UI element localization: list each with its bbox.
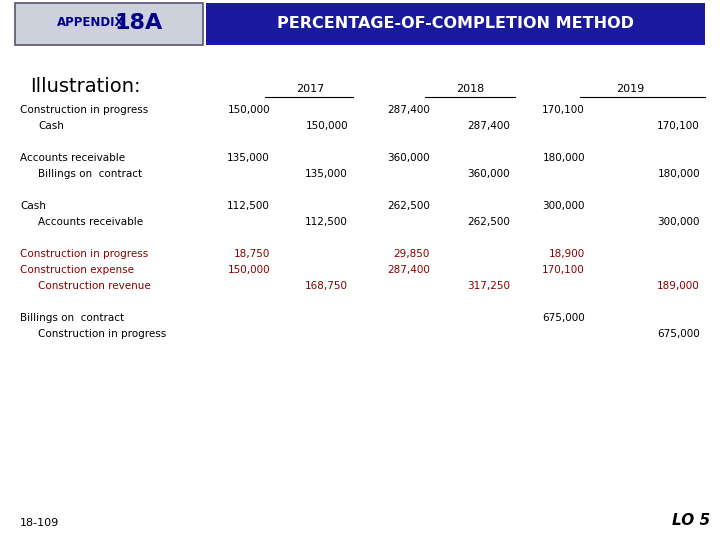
Text: 262,500: 262,500 (387, 201, 430, 211)
Text: 2017: 2017 (296, 84, 324, 94)
Text: 135,000: 135,000 (228, 153, 270, 163)
Text: 2018: 2018 (456, 84, 484, 94)
Text: 150,000: 150,000 (228, 105, 270, 115)
Text: 675,000: 675,000 (657, 329, 700, 339)
Text: 317,250: 317,250 (467, 281, 510, 291)
Text: 170,100: 170,100 (657, 121, 700, 131)
Text: 29,850: 29,850 (394, 249, 430, 259)
Text: 287,400: 287,400 (467, 121, 510, 131)
Text: 170,100: 170,100 (542, 265, 585, 275)
Text: 150,000: 150,000 (305, 121, 348, 131)
Text: Illustration:: Illustration: (30, 77, 140, 96)
Text: 189,000: 189,000 (657, 281, 700, 291)
Text: Construction in progress: Construction in progress (38, 329, 166, 339)
Text: APPENDIX: APPENDIX (58, 17, 125, 30)
Text: 180,000: 180,000 (542, 153, 585, 163)
Text: 2019: 2019 (616, 84, 644, 94)
Text: Billings on  contract: Billings on contract (38, 169, 142, 179)
Text: Accounts receivable: Accounts receivable (20, 153, 125, 163)
Text: Accounts receivable: Accounts receivable (38, 217, 143, 227)
Text: 135,000: 135,000 (305, 169, 348, 179)
Text: 262,500: 262,500 (467, 217, 510, 227)
Text: 168,750: 168,750 (305, 281, 348, 291)
Text: Construction in progress: Construction in progress (20, 105, 148, 115)
Text: 112,500: 112,500 (305, 217, 348, 227)
Text: 18,900: 18,900 (549, 249, 585, 259)
Text: 112,500: 112,500 (227, 201, 270, 211)
Text: 287,400: 287,400 (387, 105, 430, 115)
Text: Construction in progress: Construction in progress (20, 249, 148, 259)
Text: PERCENTAGE-OF-COMPLETION METHOD: PERCENTAGE-OF-COMPLETION METHOD (277, 17, 634, 31)
Text: 300,000: 300,000 (542, 201, 585, 211)
Text: Cash: Cash (38, 121, 64, 131)
Text: 150,000: 150,000 (228, 265, 270, 275)
Text: Billings on  contract: Billings on contract (20, 313, 124, 323)
Text: 675,000: 675,000 (542, 313, 585, 323)
FancyBboxPatch shape (206, 3, 705, 45)
Text: 180,000: 180,000 (657, 169, 700, 179)
Text: 18,750: 18,750 (233, 249, 270, 259)
Text: 360,000: 360,000 (387, 153, 430, 163)
Text: Cash: Cash (20, 201, 46, 211)
Text: Construction expense: Construction expense (20, 265, 134, 275)
Text: Construction revenue: Construction revenue (38, 281, 150, 291)
Text: 18A: 18A (115, 13, 163, 33)
Text: 287,400: 287,400 (387, 265, 430, 275)
FancyBboxPatch shape (15, 3, 203, 45)
Text: LO 5: LO 5 (672, 513, 710, 528)
Text: 18-109: 18-109 (20, 518, 59, 528)
Text: 360,000: 360,000 (467, 169, 510, 179)
Text: 170,100: 170,100 (542, 105, 585, 115)
Text: 300,000: 300,000 (657, 217, 700, 227)
